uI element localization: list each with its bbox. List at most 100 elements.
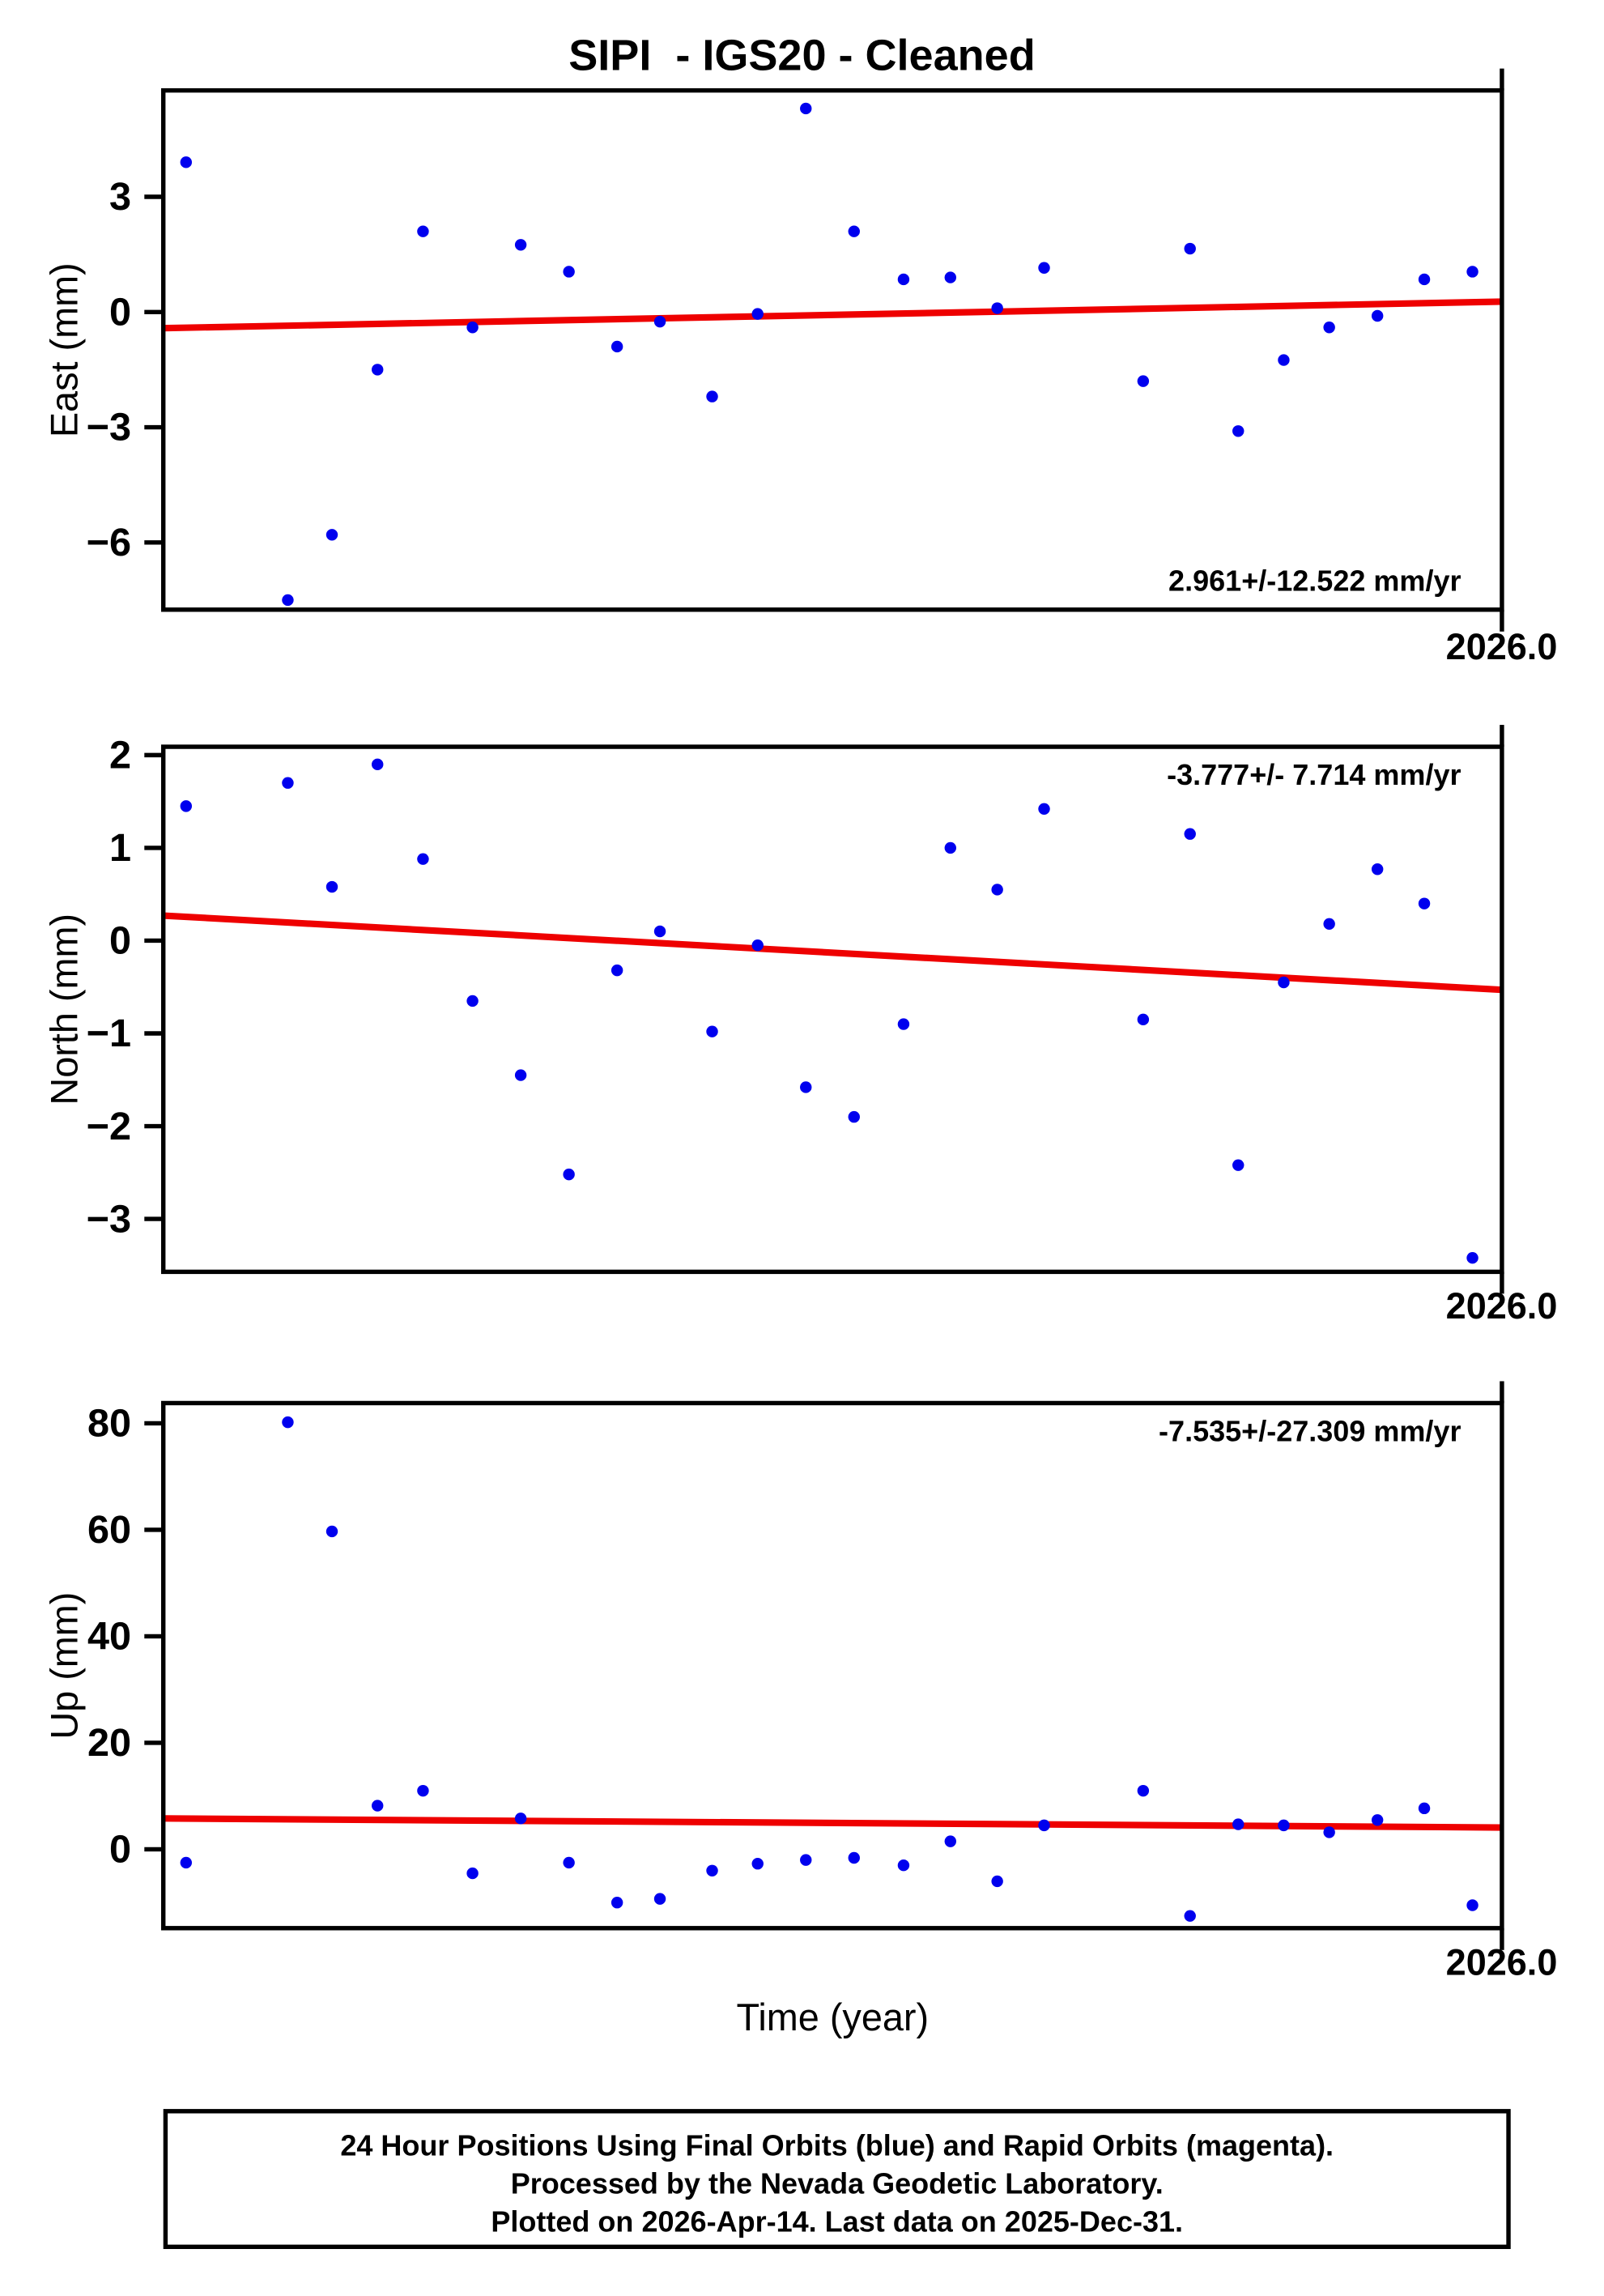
y-tick-label: 2 bbox=[109, 734, 131, 777]
data-point bbox=[1323, 1826, 1335, 1838]
data-point bbox=[1038, 1819, 1050, 1832]
y-tick-label: 80 bbox=[87, 1402, 131, 1446]
data-point bbox=[563, 1856, 575, 1869]
data-point bbox=[282, 1416, 294, 1429]
y-axis-label-north: North (mm) bbox=[42, 913, 87, 1105]
data-point bbox=[1278, 1819, 1290, 1832]
data-point bbox=[514, 239, 527, 251]
data-point bbox=[800, 102, 812, 115]
data-point bbox=[180, 1856, 193, 1869]
data-point bbox=[1184, 1910, 1196, 1922]
x-axis-end-label-north: 2026.0 bbox=[1445, 1286, 1558, 1327]
data-point bbox=[514, 1069, 527, 1081]
data-point bbox=[944, 271, 957, 283]
data-point bbox=[611, 1897, 623, 1909]
data-point bbox=[325, 880, 338, 893]
data-point bbox=[944, 841, 957, 854]
axis-box bbox=[160, 744, 1504, 1275]
data-point bbox=[1323, 918, 1335, 931]
y-tick-label: 60 bbox=[87, 1508, 131, 1552]
data-point bbox=[417, 225, 429, 237]
data-point bbox=[417, 1784, 429, 1797]
data-point bbox=[372, 1800, 384, 1812]
data-point bbox=[991, 1875, 1003, 1888]
data-point bbox=[1466, 1899, 1478, 1911]
time-axis-label: Time (year) bbox=[736, 1995, 930, 2039]
data-point bbox=[991, 884, 1003, 896]
data-point bbox=[706, 1864, 718, 1876]
y-tick-label: −2 bbox=[87, 1105, 131, 1148]
data-point bbox=[282, 777, 294, 789]
data-point bbox=[800, 1081, 812, 1093]
data-point bbox=[848, 225, 860, 237]
data-point bbox=[653, 315, 666, 328]
data-point bbox=[1371, 1814, 1384, 1826]
data-point bbox=[1278, 976, 1290, 989]
data-point bbox=[706, 390, 718, 403]
data-point bbox=[1371, 309, 1384, 322]
page-title: SIPI - IGS20 - Cleaned bbox=[568, 32, 1036, 81]
rate-annotation-up: -7.535+/-27.309 mm/yr bbox=[1159, 1416, 1461, 1449]
data-point bbox=[372, 364, 384, 376]
y-axis-label-east: East (mm) bbox=[42, 262, 87, 438]
data-point bbox=[848, 1851, 860, 1864]
data-point bbox=[653, 925, 666, 938]
data-point bbox=[325, 1525, 338, 1538]
y-tick-label: 0 bbox=[109, 290, 131, 334]
rate-annotation-north: -3.777+/- 7.714 mm/yr bbox=[1167, 760, 1461, 792]
data-point bbox=[751, 1858, 764, 1870]
data-point bbox=[563, 266, 575, 278]
footer-note-box: 24 Hour Positions Using Final Orbits (bl… bbox=[163, 2109, 1511, 2249]
data-point bbox=[282, 594, 294, 607]
data-point bbox=[1232, 1818, 1244, 1830]
data-point bbox=[1466, 266, 1478, 278]
x-axis-end-label-east: 2026.0 bbox=[1445, 627, 1558, 668]
data-point bbox=[897, 1859, 910, 1872]
y-tick-label: −3 bbox=[87, 1197, 131, 1241]
data-point bbox=[1137, 1013, 1150, 1026]
y-tick-label: 40 bbox=[87, 1615, 131, 1659]
data-point bbox=[800, 1854, 812, 1866]
data-point bbox=[611, 340, 623, 353]
data-point bbox=[1184, 828, 1196, 840]
data-point bbox=[1466, 1251, 1478, 1264]
data-point bbox=[1418, 273, 1431, 286]
data-point bbox=[1278, 354, 1290, 366]
data-point bbox=[466, 1867, 479, 1880]
data-point bbox=[417, 853, 429, 865]
data-point bbox=[1137, 375, 1150, 387]
data-point bbox=[1184, 242, 1196, 255]
y-tick-label: −3 bbox=[87, 406, 131, 449]
y-tick-label: 20 bbox=[87, 1721, 131, 1765]
data-point bbox=[514, 1813, 527, 1825]
data-point bbox=[1137, 1784, 1150, 1797]
y-tick-label: 3 bbox=[109, 175, 131, 219]
y-tick-label: 1 bbox=[109, 826, 131, 870]
data-point bbox=[466, 995, 479, 1007]
data-point bbox=[751, 939, 764, 952]
footer-note-line2: Processed by the Nevada Geodetic Laborat… bbox=[510, 2168, 1164, 2201]
trend-line bbox=[163, 1815, 1502, 1831]
data-point bbox=[1232, 425, 1244, 437]
footer-note-line1: 24 Hour Positions Using Final Orbits (bl… bbox=[340, 2131, 1334, 2163]
y-tick-label: 0 bbox=[109, 1828, 131, 1872]
data-point bbox=[180, 800, 193, 812]
axis-box bbox=[160, 1400, 1504, 1931]
data-point bbox=[653, 1893, 666, 1905]
y-tick-label: 0 bbox=[109, 919, 131, 963]
data-point bbox=[706, 1025, 718, 1037]
data-point bbox=[897, 1018, 910, 1030]
data-point bbox=[180, 156, 193, 168]
data-point bbox=[466, 322, 479, 334]
data-point bbox=[372, 758, 384, 771]
data-point bbox=[611, 964, 623, 977]
data-point bbox=[1038, 803, 1050, 816]
y-axis-label-up: Up (mm) bbox=[42, 1591, 87, 1740]
data-point bbox=[848, 1110, 860, 1123]
data-point bbox=[1371, 863, 1384, 875]
trend-line bbox=[163, 912, 1503, 994]
data-point bbox=[563, 1168, 575, 1181]
x-axis-end-label-up: 2026.0 bbox=[1445, 1942, 1558, 1984]
